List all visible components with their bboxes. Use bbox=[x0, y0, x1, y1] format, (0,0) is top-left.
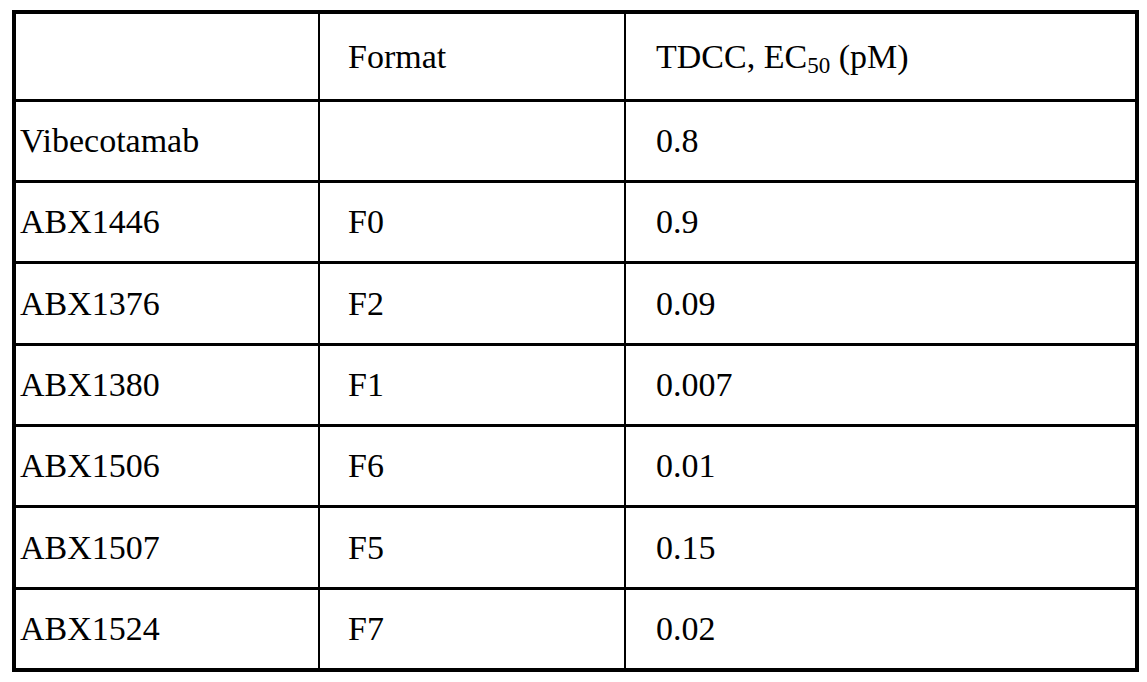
table-row: ABX1380 F1 0.007 bbox=[14, 344, 1137, 425]
cell-molecule-name: ABX1507 bbox=[14, 507, 319, 588]
header-cell-empty bbox=[14, 12, 319, 100]
header-tdcc-subscript: 50 bbox=[807, 53, 830, 78]
cell-ec50-value: 0.9 bbox=[625, 181, 1137, 262]
table-row: ABX1506 F6 0.01 bbox=[14, 425, 1137, 506]
header-cell-format: Format bbox=[319, 12, 625, 100]
cell-ec50-value: 0.15 bbox=[625, 507, 1137, 588]
tdcc-ec50-table: Format TDCC, EC50 (pM) Vibecotamab 0.8 A… bbox=[12, 10, 1139, 672]
table-row: ABX1507 F5 0.15 bbox=[14, 507, 1137, 588]
cell-ec50-value: 0.01 bbox=[625, 425, 1137, 506]
table-row: ABX1376 F2 0.09 bbox=[14, 263, 1137, 344]
cell-ec50-value: 0.007 bbox=[625, 344, 1137, 425]
cell-ec50-value: 0.8 bbox=[625, 100, 1137, 181]
header-tdcc-suffix: (pM) bbox=[830, 38, 908, 75]
cell-format: F0 bbox=[319, 181, 625, 262]
cell-molecule-name: ABX1376 bbox=[14, 263, 319, 344]
cell-format: F5 bbox=[319, 507, 625, 588]
cell-ec50-value: 0.09 bbox=[625, 263, 1137, 344]
cell-molecule-name: Vibecotamab bbox=[14, 100, 319, 181]
cell-molecule-name: ABX1446 bbox=[14, 181, 319, 262]
cell-ec50-value: 0.02 bbox=[625, 588, 1137, 670]
header-tdcc-prefix: TDCC, EC bbox=[656, 38, 807, 75]
cell-format bbox=[319, 100, 625, 181]
cell-molecule-name: ABX1524 bbox=[14, 588, 319, 670]
table-row: ABX1524 F7 0.02 bbox=[14, 588, 1137, 670]
cell-molecule-name: ABX1380 bbox=[14, 344, 319, 425]
cell-molecule-name: ABX1506 bbox=[14, 425, 319, 506]
cell-format: F7 bbox=[319, 588, 625, 670]
cell-format: F2 bbox=[319, 263, 625, 344]
table-header-row: Format TDCC, EC50 (pM) bbox=[14, 12, 1137, 100]
table-row: ABX1446 F0 0.9 bbox=[14, 181, 1137, 262]
cell-format: F1 bbox=[319, 344, 625, 425]
document-page: Format TDCC, EC50 (pM) Vibecotamab 0.8 A… bbox=[0, 0, 1147, 682]
header-cell-tdcc-ec50: TDCC, EC50 (pM) bbox=[625, 12, 1137, 100]
table-row: Vibecotamab 0.8 bbox=[14, 100, 1137, 181]
cell-format: F6 bbox=[319, 425, 625, 506]
